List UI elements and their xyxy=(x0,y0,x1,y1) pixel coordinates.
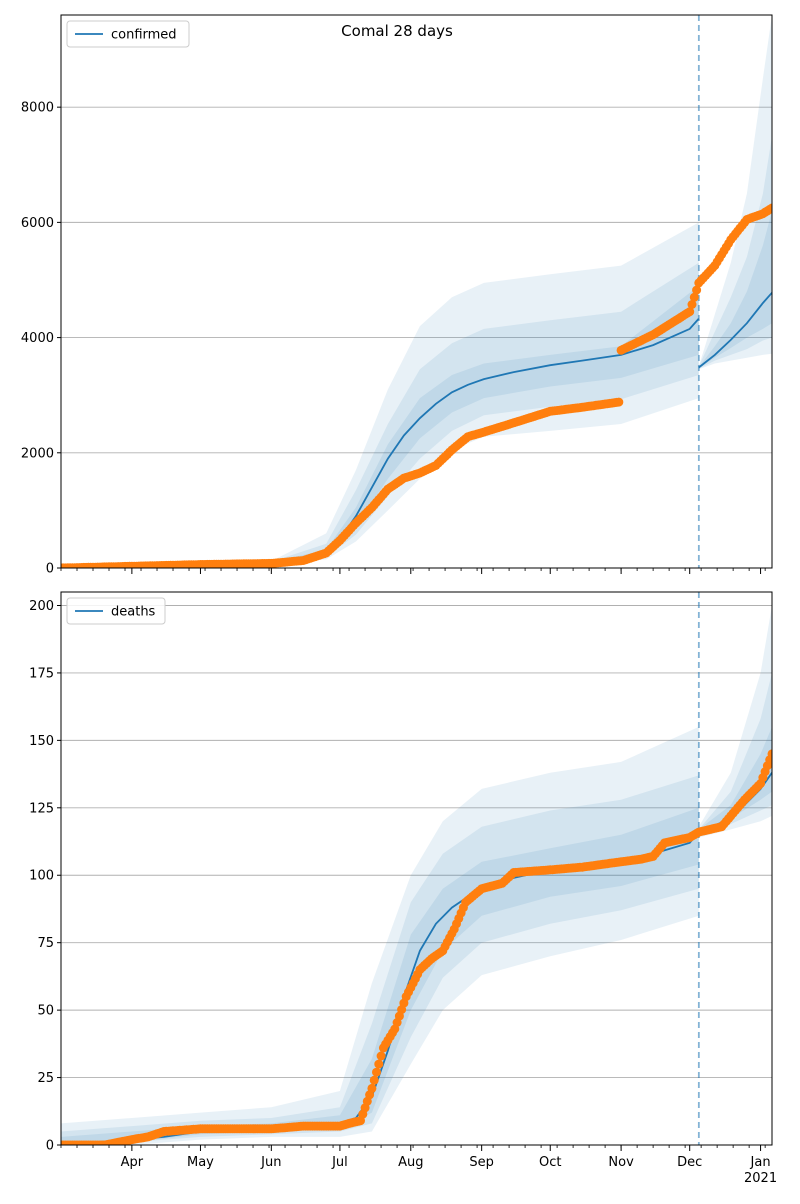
y-tick-label: 100 xyxy=(29,869,54,884)
legend: deaths xyxy=(66,597,166,625)
x-tick-label: Apr xyxy=(121,1155,144,1170)
y-tick-label: 150 xyxy=(29,734,54,749)
confidence-band-1 xyxy=(61,726,699,1145)
deaths-panel: 0 25 50 75 100 125 150 175 200 Apr May Jun Jul Aug Sep… xyxy=(29,591,777,1186)
confirmed-panel: 0 2000 4000 6000 8000 confirmed xyxy=(21,14,773,577)
y-tick-label: 25 xyxy=(37,1071,54,1086)
observed-point xyxy=(614,397,624,407)
x-tick-label: Oct xyxy=(539,1155,561,1170)
observed-point xyxy=(692,285,702,295)
plot-area xyxy=(61,592,772,1145)
confidence-band-2 xyxy=(61,262,699,568)
plot-area xyxy=(61,15,772,568)
y-tick-label: 8000 xyxy=(21,101,54,116)
y-tick-label: 4000 xyxy=(21,331,54,346)
confidence-band-2 xyxy=(698,136,772,369)
x-tick-label: Jul xyxy=(331,1155,348,1170)
y-tick-label: 200 xyxy=(29,599,54,614)
observed-point xyxy=(372,1067,381,1077)
observed-point xyxy=(689,292,699,302)
y-tick-label: 0 xyxy=(46,562,54,577)
y-tick-label: 175 xyxy=(29,666,54,681)
observed-point xyxy=(376,1051,386,1061)
x-tick-label: Dec xyxy=(677,1155,702,1170)
chart-title: Comal 28 days xyxy=(341,22,453,40)
legend-label: deaths xyxy=(111,605,156,620)
x-tick-label: Sep xyxy=(469,1155,494,1170)
x-tick-label: May xyxy=(187,1155,214,1170)
observed-point xyxy=(767,203,772,213)
legend-label: confirmed xyxy=(111,28,177,43)
observed-point xyxy=(374,1059,384,1069)
y-tick-label: 125 xyxy=(29,801,54,816)
observed-point xyxy=(687,300,697,309)
y-tick-label: 0 xyxy=(46,1139,54,1154)
axes-frame xyxy=(60,14,773,569)
y-tick-label: 50 xyxy=(37,1004,54,1019)
legend: confirmed xyxy=(66,20,190,48)
confidence-band-3 xyxy=(698,210,772,369)
observed-point xyxy=(369,1075,379,1085)
x-tick-label: Aug xyxy=(398,1155,423,1170)
y-tick-label: 75 xyxy=(37,936,54,951)
observed-point xyxy=(367,1083,377,1093)
observed-point xyxy=(767,749,772,759)
x-tick-label: Jan xyxy=(750,1155,771,1170)
axes-frame xyxy=(60,591,773,1146)
x-tick-label: Nov xyxy=(608,1155,634,1170)
confidence-band-3 xyxy=(61,807,699,1145)
observed-point xyxy=(685,307,695,317)
confidence-band-1 xyxy=(61,222,699,568)
y-tick-label: 2000 xyxy=(21,446,54,461)
y-tick-label: 6000 xyxy=(21,216,54,231)
x-tick-label: Jun xyxy=(260,1155,281,1170)
legend-box xyxy=(66,597,166,625)
confidence-band-1 xyxy=(698,605,772,838)
confidence-band-1 xyxy=(698,15,772,370)
x-tick-label: 2021 xyxy=(744,1171,777,1186)
legend-box xyxy=(66,20,190,48)
